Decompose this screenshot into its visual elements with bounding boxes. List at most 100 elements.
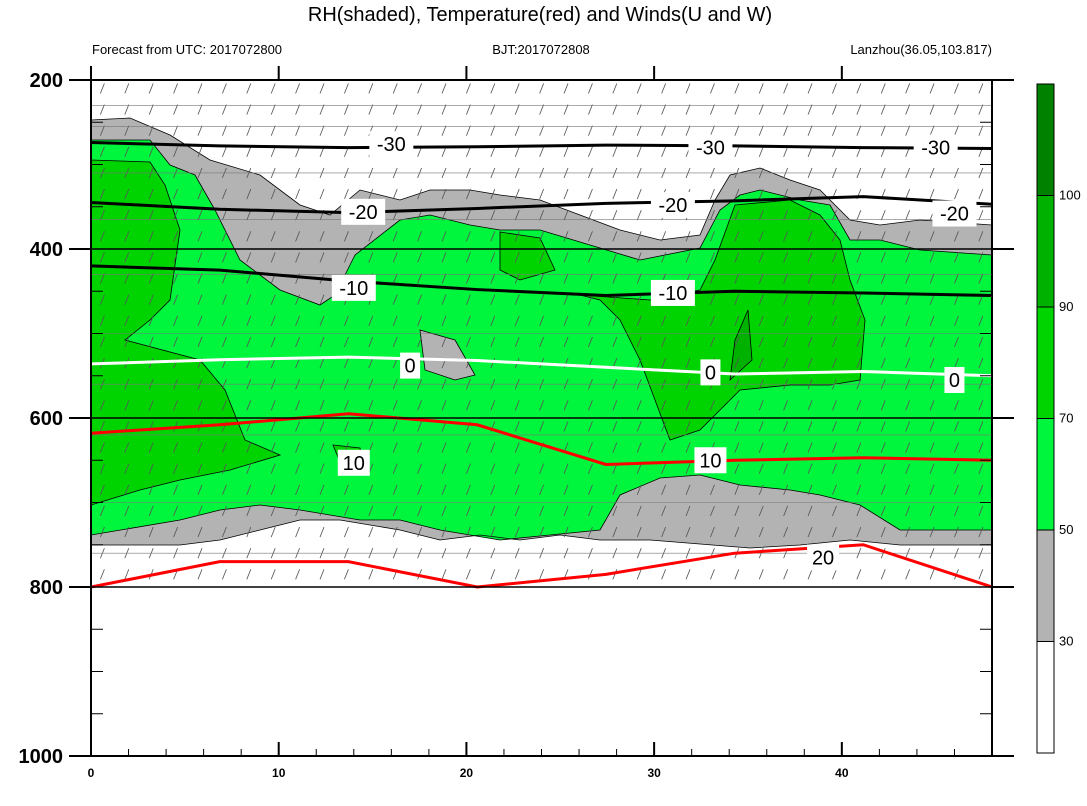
wind-barb-mark [148,83,154,94]
x-tick-label: 20 [460,766,474,780]
wind-barb-mark [539,463,544,474]
wind-barb-mark [661,336,667,348]
wind-barb-mark [124,273,130,284]
wind-barb-mark [636,188,642,200]
wind-barb-mark [539,294,544,305]
wind-barb-mark [734,188,740,200]
wind-barb-mark [295,146,300,157]
wind-barb-mark [905,526,911,538]
wind-barb-mark [710,125,715,136]
wind-barb-mark [856,400,862,411]
wind-barb-mark [392,526,398,538]
wind-barb-mark [929,336,935,348]
wind-barb-mark [466,231,471,242]
wind-barb-mark [344,421,349,432]
wind-barb-mark [392,463,398,474]
wind-barb-mark [295,83,300,94]
wind-barb-mark [124,400,130,411]
wind-barb-mark [344,526,349,538]
wind-barb-mark [148,463,154,474]
wind-barb-mark [124,336,130,348]
wind-barb-mark [368,315,374,326]
wind-barb-mark [978,315,984,326]
wind-barb-mark [905,210,911,221]
wind-barb-mark [270,315,276,326]
wind-barb-mark [758,125,764,136]
wind-barb-mark [661,421,667,432]
wind-barb-mark [856,252,862,263]
wind-barb-mark [832,569,837,580]
wind-barb-mark [173,484,178,495]
wind-barb-mark [148,188,154,200]
colorbar-swatch [1036,83,1055,196]
wind-barb-mark [441,484,447,495]
x-tick-label: 30 [647,766,661,780]
wind-barb-mark [832,273,837,284]
x-tick-label: 10 [272,766,286,780]
wind-barb-mark [612,315,618,326]
wind-barb-mark [466,442,471,453]
wind-barb-mark [636,104,642,115]
wind-barb-mark [295,442,300,453]
wind-barb-mark [636,463,642,474]
wind-barb-mark [661,83,667,94]
wind-barb-mark [539,273,544,284]
wind-barb-mark [100,421,105,432]
wind-barb-mark [685,484,691,495]
wind-barb-mark [539,400,544,411]
wind-barb-mark [783,505,789,517]
wind-barb-mark [148,400,154,411]
wind-barb-mark [100,526,105,538]
wind-barb-mark [490,400,496,411]
wind-barb-mark [734,315,740,326]
wind-barb-mark [148,273,154,284]
wind-barb-mark [954,421,959,432]
wind-barb-mark [344,252,349,263]
wind-barb-mark [758,315,764,326]
wind-barb-mark [661,400,667,411]
wind-barb-mark [539,526,544,538]
wind-barb-mark [466,104,471,115]
wind-barb-mark [100,315,105,326]
wind-barb-mark [197,252,203,263]
wind-barb-mark [490,83,496,94]
wind-barb-mark [246,400,252,411]
wind-barb-mark [222,231,227,242]
wind-barb-mark [222,442,227,453]
wind-barb-mark [783,125,789,136]
wind-barb-mark [856,315,862,326]
colorbar: 100 90 70 50 30 [1036,83,1081,754]
wind-barb-mark [880,231,886,242]
colorbar-label: 70 [1059,411,1073,426]
wind-barb-mark [905,125,911,136]
wind-barb-mark [734,526,740,538]
wind-barb-mark [539,231,544,242]
wind-barb-mark [880,252,886,263]
wind-barb-mark [441,442,447,453]
forecast-subtitle: Forecast from UTC: 2017072800 [92,42,282,57]
wind-barb-mark [734,505,740,517]
wind-barb-mark [344,125,349,136]
wind-barb-mark [490,463,496,474]
wind-barb-mark [905,421,911,432]
wind-barb-mark [295,357,300,369]
wind-barb-mark [661,315,667,326]
wind-barb-mark [319,252,325,263]
wind-barb-mark [344,484,349,495]
wind-barb-mark [783,526,789,538]
wind-barb-mark [929,526,935,538]
wind-barb-mark [295,273,300,284]
wind-barb-mark [124,315,130,326]
wind-barb-mark [807,210,813,221]
contour-label-box [337,449,370,476]
wind-barb-mark [392,336,398,348]
wind-barb-mark [148,505,154,517]
wind-barb-mark [880,400,886,411]
wind-barb-mark [905,484,911,495]
wind-barb-mark [685,315,691,326]
wind-barb-mark [880,569,886,580]
wind-barb-mark [173,400,178,411]
wind-barb-mark [490,526,496,538]
wind-barb-mark [880,125,886,136]
wind-barb-mark [880,526,886,538]
